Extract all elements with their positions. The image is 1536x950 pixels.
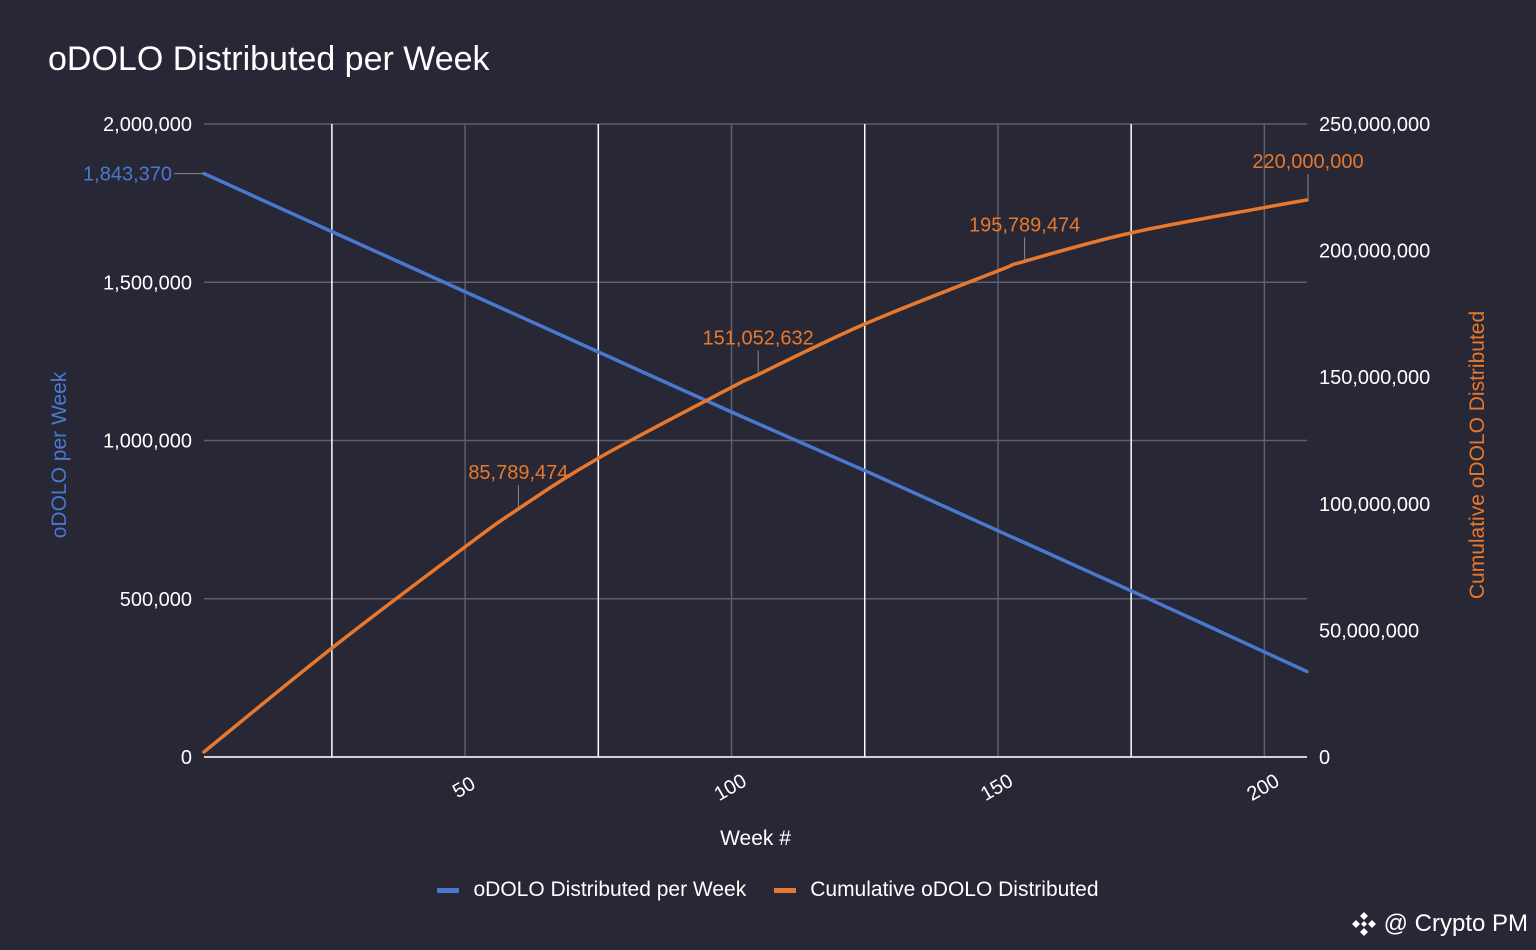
y-right-tick-label: 250,000,000 — [1319, 114, 1430, 136]
watermark-text: @ Crypto PM — [1383, 910, 1528, 937]
y-left-tick-label: 1,500,000 — [103, 272, 192, 294]
y-left-tick-label: 1,000,000 — [103, 431, 192, 453]
y-right-tick-label: 200,000,000 — [1319, 241, 1430, 263]
chart-title: oDOLO Distributed per Week — [48, 40, 490, 78]
y-right-tick-label: 150,000,000 — [1319, 367, 1430, 389]
binance-diamond-icon — [1351, 912, 1376, 936]
y-left-tick-label: 2,000,000 — [103, 114, 192, 136]
y-right-axis-title: Cumulative oDOLO Distributed — [1466, 311, 1489, 599]
legend-swatch-weekly — [437, 887, 460, 893]
axes: 0 500,000 1,000,000 1,500,000 2,000,000 0 50,0… — [48, 114, 1489, 850]
x-axis-title: Week # — [720, 827, 791, 850]
series-lines — [202, 171, 1309, 754]
y-left-axis-title: oDOLO per Week — [48, 371, 71, 538]
data-label: 151,052,632 — [703, 328, 814, 350]
grid-lines — [204, 123, 1307, 758]
x-tick-label: 50 — [449, 773, 479, 803]
legend-item-weekly[interactable]: oDOLO Distributed per Week — [437, 878, 746, 902]
y-right-tick-label: 50,000,000 — [1319, 620, 1419, 642]
data-label: 220,000,000 — [1252, 151, 1363, 173]
x-tick-label: 200 — [1243, 770, 1283, 806]
data-label: 1,843,370 — [83, 164, 172, 186]
legend-label-cumulative: Cumulative oDOLO Distributed — [810, 878, 1099, 901]
y-right-tick-label: 100,000,000 — [1319, 494, 1430, 516]
data-labels: 1,843,370 85,789,474 151,052,632 195,789,47… — [83, 151, 1364, 509]
x-tick-label: 150 — [977, 770, 1017, 806]
y-left-tick-label: 0 — [181, 747, 192, 769]
legend-swatch-cumulative — [774, 887, 797, 893]
data-label: 195,789,474 — [969, 214, 1080, 236]
series-line-weekly[interactable] — [202, 171, 1309, 674]
y-left-tick-label: 500,000 — [120, 589, 192, 611]
legend-label-weekly: oDOLO Distributed per Week — [473, 878, 747, 901]
legend-item-cumulative[interactable]: Cumulative oDOLO Distributed — [774, 878, 1099, 902]
chart-plot: 0 500,000 1,000,000 1,500,000 2,000,000 0 50,0… — [48, 114, 1489, 850]
data-label: 85,789,474 — [468, 462, 568, 484]
watermark: @ Crypto PM — [1350, 910, 1528, 938]
y-right-tick-label: 0 — [1319, 747, 1330, 769]
x-tick-label: 100 — [711, 770, 751, 806]
series-line-cumulative[interactable] — [202, 198, 1309, 754]
legend: oDOLO Distributed per Week Cumulative oD… — [0, 878, 1536, 902]
